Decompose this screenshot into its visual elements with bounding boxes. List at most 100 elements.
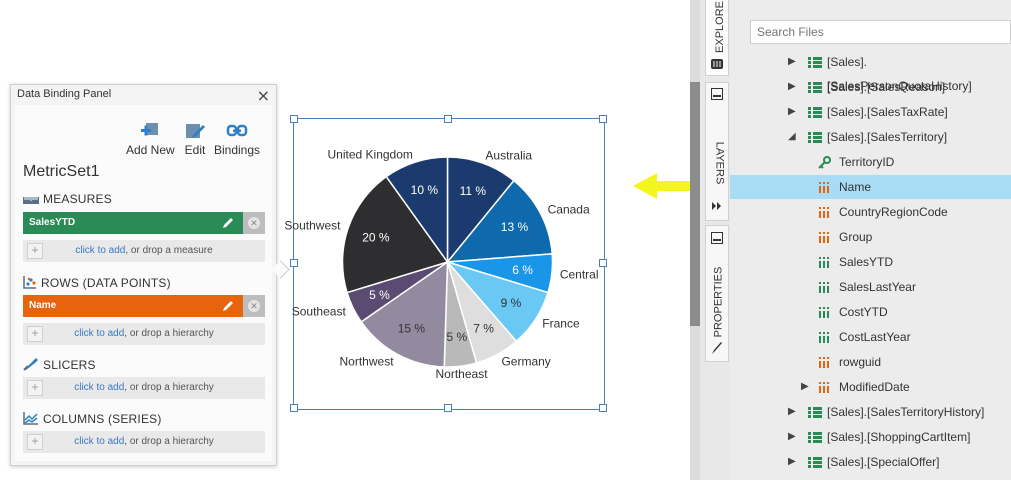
tree-row-label: CostYTD — [839, 305, 888, 319]
expand-arrow-icon[interactable]: ▶ — [788, 106, 796, 117]
resize-handle-r[interactable] — [599, 259, 607, 267]
close-icon[interactable]: × — [256, 86, 270, 105]
edit-icon — [186, 124, 205, 138]
measure-salesytd-item[interactable]: SalesYTD ✕ — [23, 212, 265, 234]
tab-explore-label: EXPLORE — [713, 1, 726, 53]
pencil-icon[interactable] — [221, 216, 235, 230]
measures-add-link[interactable]: click to add — [75, 245, 126, 256]
tree-row[interactable]: CostYTD — [730, 300, 1011, 324]
ruler-icon — [23, 197, 39, 204]
tree-row[interactable]: ▶ ModifiedDate — [730, 375, 1011, 399]
plus-icon[interactable]: + — [27, 243, 43, 259]
expand-arrow-icon[interactable]: ▶ — [788, 406, 796, 417]
table-icon — [808, 82, 822, 93]
expand-arrow-icon[interactable]: ▶ — [788, 456, 796, 467]
columns-drop-zone[interactable]: + click to add, or drop a hierarchy — [23, 431, 265, 453]
expand-arrow-icon[interactable]: ▶ — [788, 81, 796, 92]
dimension-icon — [819, 357, 829, 368]
slicer-knife-icon — [23, 358, 38, 371]
dock-scrollbar[interactable] — [690, 82, 700, 326]
resize-handle-t[interactable] — [444, 115, 452, 123]
tree-row[interactable]: CountryRegionCode — [730, 200, 1011, 224]
data-binding-panel: Data Binding Panel × Add New Edit — [10, 84, 290, 466]
add-new-button[interactable]: Add New — [126, 121, 175, 157]
tree-row[interactable]: ▶ [Sales].[SalesTaxRate] — [730, 100, 1011, 124]
remove-measure-button[interactable]: ✕ — [243, 212, 265, 234]
resize-handle-bl[interactable] — [290, 404, 298, 412]
rows-drop-zone[interactable]: + click to add, or drop a hierarchy — [23, 323, 265, 345]
tree-row-label: CostLastYear — [839, 330, 911, 344]
rows-heading-label: ROWS (DATA POINTS) — [41, 276, 171, 290]
table-icon — [808, 107, 822, 118]
tree-row-label: [Sales].[ShoppingCartItem] — [827, 430, 971, 444]
tree-row-label: SalesYTD — [839, 255, 894, 269]
remove-row-button[interactable]: ✕ — [243, 295, 265, 317]
tab-layers[interactable]: LAYERS — [705, 82, 729, 221]
tree-row[interactable]: ▶ [Sales].[SalesPersonQuotaHistory] — [730, 50, 1011, 93]
resize-handle-b[interactable] — [444, 404, 452, 412]
columns-drop-hint: , or drop a hierarchy — [124, 436, 214, 447]
tree-row[interactable]: ▶ [Sales].[ShoppingCartItem] — [730, 425, 1011, 449]
remove-icon: ✕ — [248, 300, 260, 312]
expand-arrow-icon[interactable]: ▶ — [788, 431, 796, 442]
columns-heading: COLUMNS (SERIES) — [23, 411, 162, 426]
resize-handle-tr[interactable] — [599, 115, 607, 123]
resize-handle-tl[interactable] — [290, 115, 298, 123]
plus-icon[interactable]: + — [27, 434, 43, 450]
columns-add-link[interactable]: click to add — [74, 436, 125, 447]
tree-row[interactable]: CostLastYear — [730, 325, 1011, 349]
plus-icon[interactable]: + — [27, 326, 43, 342]
chart-selection-frame[interactable] — [293, 118, 605, 410]
expand-arrow-icon[interactable]: ▶ — [788, 56, 796, 67]
dimension-icon — [819, 207, 829, 218]
remove-icon: ✕ — [248, 217, 260, 229]
tree-row-label: [Sales].[SalesTaxRate] — [827, 105, 948, 119]
measures-heading: MEASURES — [23, 192, 112, 206]
tab-explore[interactable]: EXPLORE — [705, 0, 729, 76]
tree-row-label: CountryRegionCode — [839, 205, 948, 219]
row-name-item[interactable]: Name ✕ — [23, 295, 265, 317]
tree-row[interactable]: ▶ [Sales].[SpecialOffer] — [730, 450, 1011, 474]
slicers-add-link[interactable]: click to add — [74, 382, 125, 393]
tree-row-label: [Sales].[SalesReason] — [827, 80, 946, 94]
slicers-heading-label: SLICERS — [43, 358, 96, 372]
tree-row-label: [Sales].[SalesPersonQuotaHistory] — [827, 55, 972, 93]
slicers-heading: SLICERS — [23, 357, 96, 372]
resize-handle-l[interactable] — [290, 259, 298, 267]
resize-handle-br[interactable] — [599, 404, 607, 412]
edit-button[interactable]: Edit — [184, 121, 206, 157]
tree-row-label: [Sales].[SalesTerritory] — [827, 130, 948, 144]
table-icon — [808, 432, 822, 443]
series-lines-icon — [23, 412, 38, 425]
plus-icon[interactable]: + — [27, 380, 43, 396]
panel-icon — [711, 88, 723, 100]
tree-row[interactable]: Name — [730, 175, 1011, 199]
tree-row[interactable]: ▶ [Sales].[SalesTerritoryHistory] — [730, 400, 1011, 424]
search-files-input[interactable] — [750, 20, 1011, 44]
measures-heading-label: MEASURES — [43, 192, 112, 206]
slicers-drop-zone[interactable]: + click to add, or drop a hierarchy — [23, 377, 265, 399]
slicers-drop-hint: , or drop a hierarchy — [124, 382, 214, 393]
collapse-arrow-icon[interactable]: ◢ — [788, 131, 796, 142]
tree-row[interactable]: Group — [730, 225, 1011, 249]
scatter-icon — [23, 276, 36, 289]
tree-row[interactable]: ◢ [Sales].[SalesTerritory] — [730, 125, 1011, 149]
tree-row-label: [Sales].[SpecialOffer] — [827, 455, 940, 469]
tree-row[interactable]: TerritoryID — [730, 150, 1011, 174]
expand-arrow-icon[interactable]: ▶ — [801, 381, 809, 392]
tree-row[interactable]: SalesLastYear — [730, 275, 1011, 299]
table-icon — [808, 57, 822, 68]
metric-set-title: MetricSet1 — [23, 163, 100, 180]
bindings-label: Bindings — [214, 143, 261, 157]
bindings-button[interactable]: Bindings — [214, 121, 260, 157]
tree-row-label: Group — [839, 230, 873, 244]
pencil-icon[interactable] — [221, 299, 235, 313]
tree-row[interactable]: SalesYTD — [730, 250, 1011, 274]
tree-row[interactable]: rowguid — [730, 350, 1011, 374]
measures-drop-hint: , or drop a measure — [125, 245, 213, 256]
tab-properties[interactable]: PROPERTIES — [705, 225, 729, 362]
measures-drop-zone[interactable]: + click to add, or drop a measure — [23, 240, 265, 262]
rows-add-link[interactable]: click to add — [74, 328, 125, 339]
tree-row[interactable]: ▶ [Sales].[SalesReason] — [730, 75, 1011, 99]
dimension-icon — [819, 382, 829, 393]
